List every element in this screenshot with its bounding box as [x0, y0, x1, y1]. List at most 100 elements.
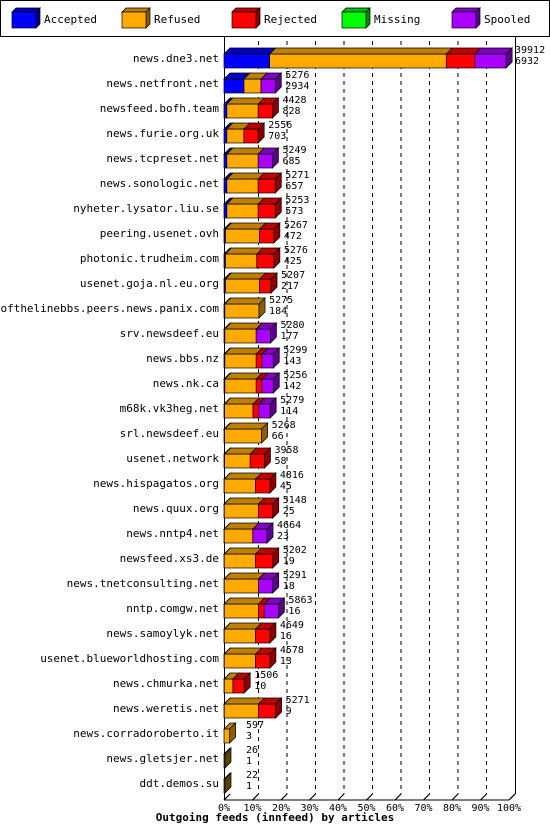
bar-group — [223, 222, 281, 244]
legend-swatch-top — [451, 7, 481, 13]
x-tick — [423, 793, 430, 801]
offered-count: 4664 — [277, 520, 301, 531]
legend-label-rejected: Rejected — [264, 13, 317, 26]
offered-count: 5268 — [272, 420, 296, 431]
bar-refused — [226, 203, 259, 219]
offered-count: 5276 — [285, 70, 309, 81]
x-tick-label: 50% — [357, 803, 375, 814]
offered-count: 3958 — [274, 445, 298, 456]
bar-top-refused — [268, 47, 454, 55]
bar-refused — [225, 278, 260, 294]
offered-count: 5280 — [280, 320, 304, 331]
bar-group — [223, 172, 283, 194]
bar-side-spooled — [272, 572, 280, 594]
legend-swatch-rejected — [231, 11, 257, 29]
bar-refused — [224, 428, 262, 444]
bar-refused — [226, 103, 259, 119]
accepted-count: 685 — [282, 156, 300, 167]
bar-side-refused — [229, 722, 237, 744]
bar-side-rejected — [273, 247, 281, 269]
bar-side-rejected — [269, 622, 277, 644]
legend-swatch-side — [145, 7, 151, 29]
bar-side-rejected — [257, 122, 265, 144]
bar-refused — [223, 653, 256, 669]
bar-rejected — [258, 703, 276, 719]
bar-spooled — [474, 53, 507, 69]
offered-count: 2556 — [268, 120, 292, 131]
x-tick — [480, 793, 487, 801]
bar-side-spooled — [272, 147, 279, 169]
bar-refused — [269, 53, 447, 69]
bar-top-refused — [224, 222, 267, 230]
bar-top-refused — [226, 197, 266, 205]
bar-side-rejected — [272, 547, 280, 569]
bar-spooled — [257, 153, 273, 169]
bar-rejected — [249, 453, 265, 469]
offered-count: 597 — [246, 720, 264, 731]
offered-count: 5291 — [283, 570, 307, 581]
offered-count: 4816 — [280, 470, 304, 481]
offered-count: 5279 — [280, 395, 304, 406]
x-tick — [252, 793, 259, 801]
accepted-count: 472 — [284, 231, 302, 242]
bar-top-refused — [224, 347, 264, 355]
bar-group — [223, 547, 280, 569]
category-label: peering.usenet.ovh — [100, 227, 219, 240]
bar-side-spooled — [278, 597, 285, 619]
bar-group — [223, 272, 278, 294]
x-tick-label: 20% — [272, 803, 290, 814]
offered-count: 4649 — [280, 620, 304, 631]
offered-count: 4428 — [282, 95, 306, 106]
bar-refused — [224, 378, 257, 394]
bar-accepted — [223, 203, 228, 219]
category-labels: news.dne3.net news.netfront.net newsfeed.b… — [0, 52, 219, 790]
category-label: news.tnetconsulting.net — [67, 577, 219, 590]
bar-group — [223, 772, 232, 794]
bars — [223, 47, 513, 794]
bar-refused — [225, 228, 260, 244]
offered-count: 5271 — [285, 170, 309, 181]
bar-top-spooled — [473, 47, 513, 55]
category-label: srv.newsdeef.eu — [120, 327, 219, 340]
bar-group — [223, 497, 280, 519]
category-label: usenet.network — [126, 452, 219, 465]
x-tick — [280, 793, 288, 801]
category-label: news.bbs.nz — [146, 352, 219, 365]
bar-spooled — [260, 78, 276, 94]
accepted-count: 573 — [285, 206, 303, 217]
x-tick — [309, 793, 316, 801]
offered-count: 5863 — [288, 595, 312, 606]
bar-refused — [225, 253, 258, 269]
bar-side-spooled — [274, 72, 282, 94]
bar-refused — [223, 478, 256, 494]
bar-refused — [223, 628, 256, 644]
x-tick-label: 100% — [497, 803, 521, 814]
bar-group — [223, 97, 280, 119]
bar-top-refused — [224, 247, 264, 255]
bar-rejected — [259, 278, 272, 294]
bar-rejected — [255, 378, 263, 394]
bar-rejected — [232, 678, 245, 694]
category-label: news.netfront.net — [106, 77, 219, 90]
x-tick — [394, 793, 402, 801]
legend-swatch-refused — [121, 11, 147, 29]
category-label: m68k.vk3heg.net — [120, 402, 219, 415]
bar-refused — [223, 528, 254, 544]
bar-refused — [226, 178, 259, 194]
bar-top-refused — [223, 622, 263, 630]
x-tick — [366, 793, 373, 801]
bar-top-refused — [223, 647, 263, 655]
bar-group — [223, 697, 283, 719]
bar-top-refused — [223, 597, 266, 605]
bar-rejected — [243, 128, 259, 144]
legend-label-spooled: Spooled — [484, 13, 530, 26]
bar-group — [223, 397, 278, 419]
accepted-count: 828 — [282, 106, 300, 117]
offered-count: 5256 — [283, 370, 307, 381]
bar-top-refused — [226, 97, 266, 105]
bar-accepted — [223, 178, 228, 194]
x-axis: 0% 10% 20% 30% 40% 50% 60% 70% 80% 90% 100% — [218, 793, 521, 814]
legend-swatch-accepted — [11, 11, 37, 29]
bar-side-spooled — [272, 347, 280, 369]
legend-swatch-side — [475, 7, 481, 29]
